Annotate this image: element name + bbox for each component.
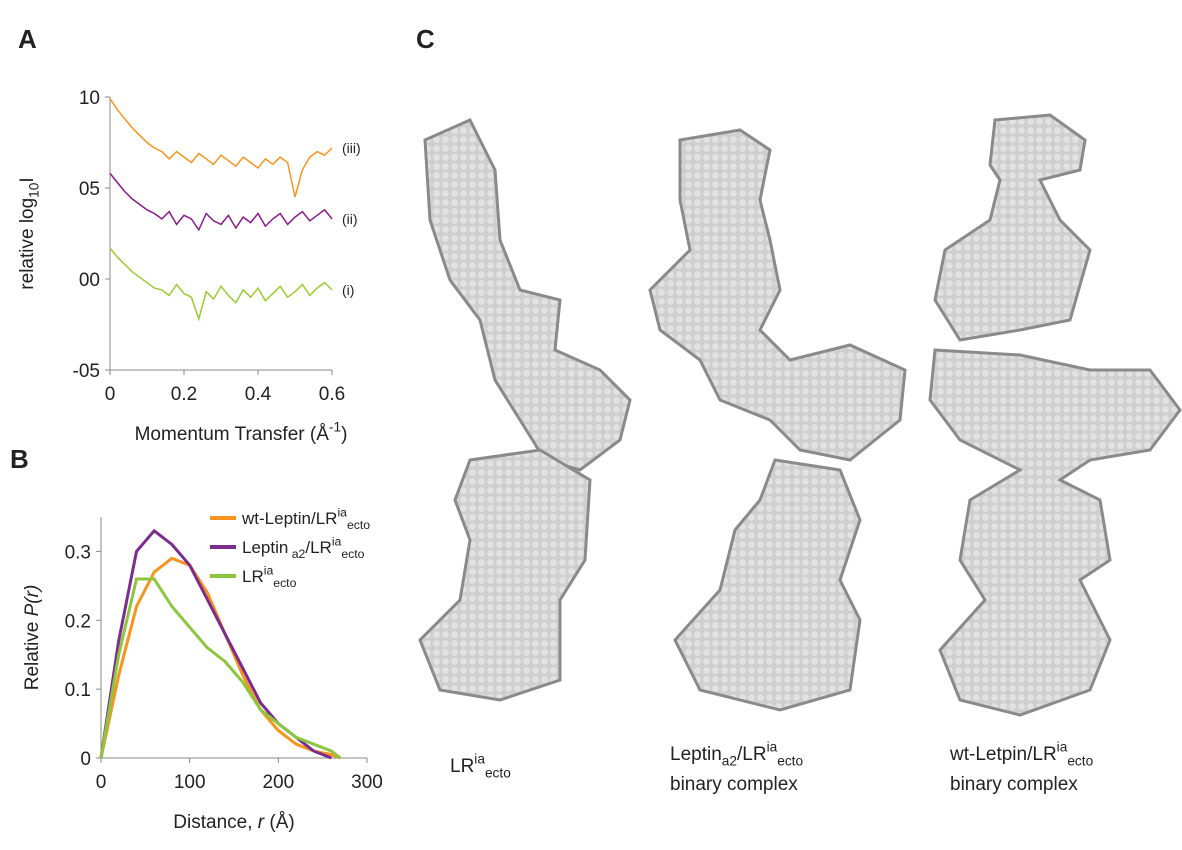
surface-model	[930, 115, 1180, 715]
label-part: ecto	[1067, 754, 1093, 769]
label-part: a2	[288, 547, 305, 561]
y-tick-label: 0.3	[65, 542, 91, 563]
label-part: LR	[450, 756, 474, 777]
y-tick-label: 0.2	[65, 611, 91, 632]
label-part: ia	[474, 751, 485, 766]
series-line	[101, 531, 332, 758]
series-line	[110, 248, 332, 319]
label-part: ia	[337, 505, 347, 519]
label-part: ecto	[485, 766, 511, 781]
x-tick-label: 0.6	[319, 384, 345, 405]
legend-label: wt-Leptin/LRiaecto	[241, 505, 370, 532]
x-tick-label: 0	[96, 772, 107, 793]
label-part: Leptin	[670, 744, 722, 765]
label-part: Leptin	[242, 538, 288, 557]
x-tick-label: 100	[174, 772, 206, 793]
label-part: ecto	[273, 576, 296, 590]
y-tick-label: 10	[79, 88, 100, 109]
series-line	[110, 99, 332, 197]
panel-label: B	[10, 444, 29, 474]
model-caption: binary complex	[950, 774, 1078, 795]
x-axis-label: Distance, r (Å)	[173, 812, 294, 833]
label-part: -1	[329, 419, 341, 434]
label-part: Relative	[22, 616, 43, 690]
legend-label: LRiaecto	[242, 563, 297, 590]
model-caption: wt-Letpin/LRiaecto	[949, 739, 1094, 768]
x-tick-label: 300	[351, 772, 383, 793]
label-part: ecto	[347, 518, 370, 532]
label-part: ecto	[777, 754, 803, 769]
legend-label: Leptin a2/LRiaecto	[242, 534, 365, 561]
x-axis-label: Momentum Transfer (Å-1)	[135, 419, 348, 445]
label-part: I	[17, 177, 38, 182]
surface-models	[420, 115, 1180, 715]
surface-model	[650, 130, 905, 710]
model-caption: binary complex	[670, 774, 798, 795]
label-part: ecto	[341, 547, 364, 561]
label-part: P(r)	[22, 585, 43, 617]
label-part: wt-Leptin/LR	[241, 509, 337, 528]
label-part: ia	[767, 739, 778, 754]
surface-model	[420, 120, 630, 700]
label-part: ia	[1057, 739, 1068, 754]
model-caption: LRiaecto	[450, 751, 511, 780]
series-label: (iii)	[342, 140, 361, 156]
x-tick-label: 0	[105, 384, 116, 405]
label-part: LR	[242, 567, 264, 586]
label-part: /LR	[737, 744, 767, 765]
y-axis-label: relative log10I	[17, 177, 42, 289]
figure: A100500-0500.20.40.6(iii)(ii)(i)Momentum…	[0, 0, 1182, 845]
label-part: 10	[27, 182, 42, 198]
y-tick-label: 0.1	[65, 680, 91, 701]
x-tick-label: 0.2	[171, 384, 197, 405]
label-part: /LR	[305, 538, 331, 557]
y-tick-label: -05	[73, 361, 100, 382]
series-label: (ii)	[342, 211, 358, 227]
label-part: relative log	[17, 198, 38, 290]
label-part: Distance,	[173, 812, 257, 833]
label-part: Momentum Transfer (Å	[135, 424, 330, 445]
panel-label: A	[18, 24, 37, 54]
y-axis-label: Relative P(r)	[22, 585, 43, 691]
label-part: a2	[722, 754, 737, 769]
y-tick-label: 05	[79, 179, 100, 200]
label-part: )	[341, 424, 347, 445]
label-part: wt-Letpin/LR	[949, 744, 1057, 765]
panel-label: C	[416, 24, 435, 54]
y-tick-label: 0	[80, 749, 91, 770]
series-label: (i)	[342, 282, 354, 298]
label-part: ia	[332, 534, 342, 548]
y-tick-label: 00	[79, 270, 100, 291]
x-tick-label: 0.4	[245, 384, 272, 405]
x-tick-label: 200	[262, 772, 294, 793]
label-part: (Å)	[264, 812, 295, 833]
model-caption: Leptina2/LRiaecto	[670, 739, 803, 768]
label-part: ia	[264, 563, 274, 577]
